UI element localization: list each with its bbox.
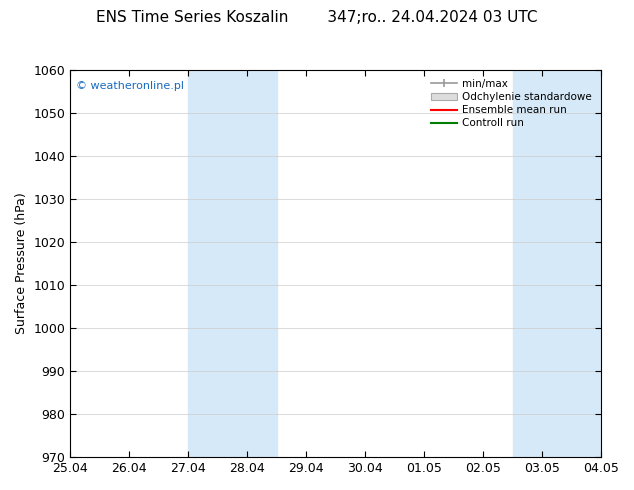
- Y-axis label: Surface Pressure (hPa): Surface Pressure (hPa): [15, 193, 28, 334]
- Legend: min/max, Odchylenie standardowe, Ensemble mean run, Controll run: min/max, Odchylenie standardowe, Ensembl…: [427, 75, 596, 132]
- Text: ENS Time Series Koszalin        347;ro.. 24.04.2024 03 UTC: ENS Time Series Koszalin 347;ro.. 24.04.…: [96, 10, 538, 25]
- Bar: [188, 70, 276, 457]
- Text: © weatheronline.pl: © weatheronline.pl: [75, 81, 184, 91]
- Bar: [513, 70, 601, 457]
